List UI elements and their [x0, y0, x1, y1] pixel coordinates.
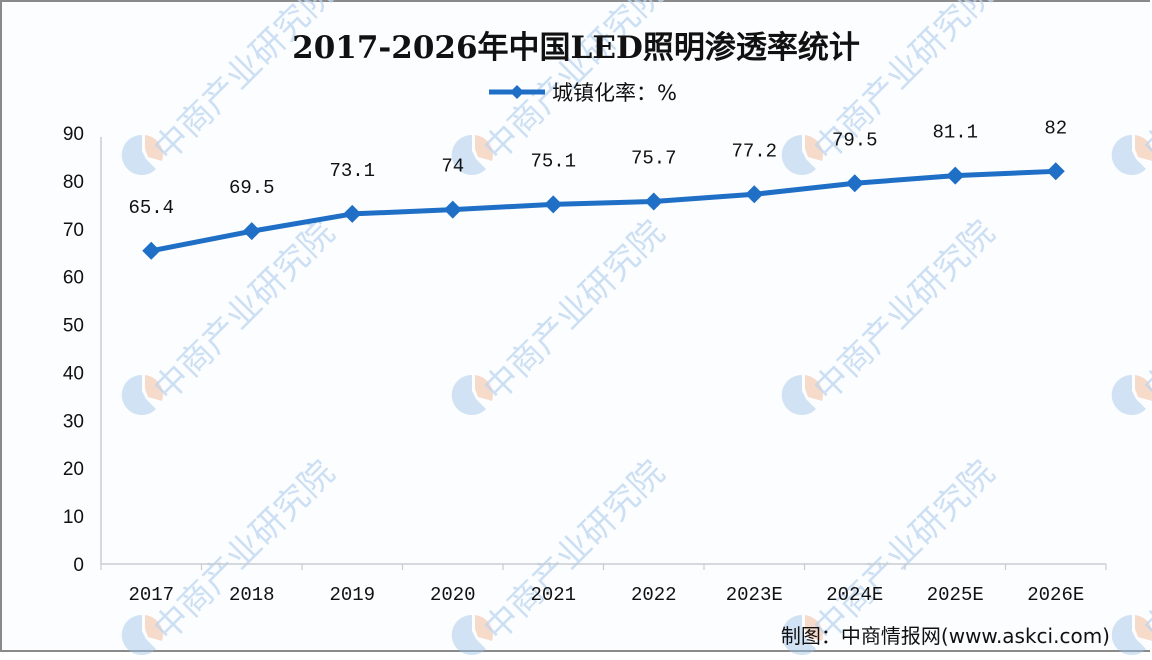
- data-point-diamond-icon: [1046, 162, 1065, 181]
- data-label: 81.1: [932, 122, 978, 144]
- y-tick-label: 50: [63, 316, 84, 337]
- x-tick-label: 2024E: [826, 584, 883, 606]
- y-tick-label: 70: [63, 220, 84, 241]
- data-point-diamond-icon: [343, 204, 362, 223]
- legend-label: 城镇化率：%: [552, 81, 677, 105]
- data-label: 75.1: [530, 150, 576, 172]
- data-label: 79.5: [832, 129, 878, 151]
- data-point-diamond-icon: [544, 195, 563, 214]
- legend-line-diamond-icon: [489, 85, 545, 99]
- data-label: 73.1: [329, 160, 375, 182]
- x-tick-label: 2020: [430, 584, 476, 606]
- x-tick-label: 2017: [128, 584, 174, 606]
- data-point-diamond-icon: [242, 222, 261, 241]
- x-tick-label: 2021: [530, 584, 576, 606]
- source-credit: 制图：中商情报网(www.askci.com): [780, 624, 1110, 648]
- y-tick-label: 80: [63, 172, 84, 193]
- x-tick-label: 2022: [631, 584, 677, 606]
- series-line: [150, 168, 1056, 254]
- data-point-diamond-icon: [644, 192, 663, 211]
- legend: 城镇化率：%: [488, 78, 677, 106]
- data-label: 65.4: [128, 197, 174, 219]
- x-tick-label: 2026E: [1027, 584, 1084, 606]
- data-point-diamond-icon: [443, 200, 462, 219]
- y-tick-label: 40: [63, 363, 84, 384]
- x-tick-label: 2025E: [927, 584, 984, 606]
- y-tick-label: 90: [63, 124, 84, 145]
- y-tick-label: 20: [63, 459, 84, 480]
- data-point-diamond-icon: [845, 174, 864, 193]
- bottom-strip: [0, 652, 1152, 660]
- data-point-diamond-icon: [745, 185, 764, 204]
- data-label: 69.5: [229, 177, 275, 199]
- y-tick-label: 0: [73, 555, 84, 576]
- chart-title: 2017-2026年中国LED照明渗透率统计: [292, 30, 860, 66]
- data-label: 82: [1044, 117, 1067, 139]
- data-label: 74: [441, 156, 464, 178]
- y-tick-label: 60: [63, 268, 84, 289]
- data-point-diamond-icon: [142, 241, 161, 260]
- data-label: 75.7: [631, 147, 677, 169]
- x-tick-label: 2018: [229, 584, 275, 606]
- x-tick-label: 2023E: [726, 584, 783, 606]
- y-tick-label: 30: [63, 411, 84, 432]
- y-tick-label: 10: [63, 507, 84, 528]
- data-label: 77.2: [731, 140, 777, 162]
- x-tick-label: 2019: [329, 584, 375, 606]
- data-point-diamond-icon: [946, 166, 965, 185]
